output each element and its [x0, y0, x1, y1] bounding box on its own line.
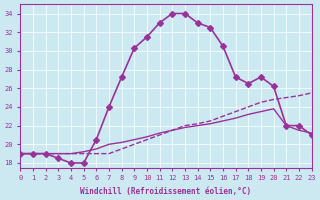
X-axis label: Windchill (Refroidissement éolien,°C): Windchill (Refroidissement éolien,°C) — [80, 187, 252, 196]
